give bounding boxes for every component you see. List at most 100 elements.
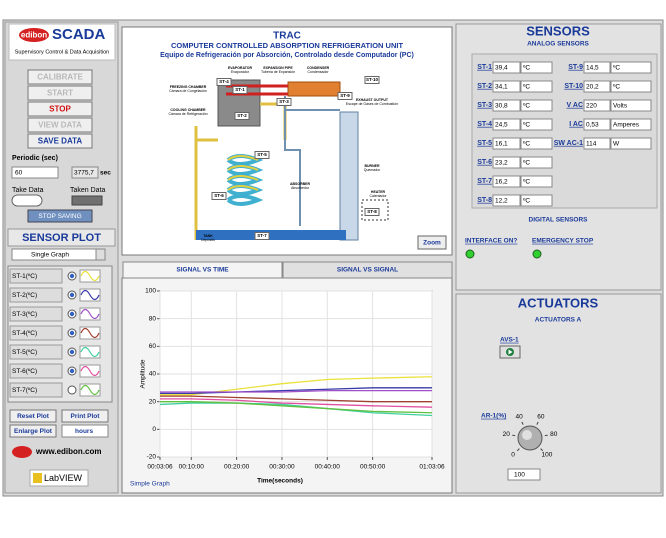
knob-input[interactable] — [507, 468, 541, 481]
sensor-unit: ºC — [523, 103, 530, 110]
sensor-unit-box — [520, 99, 553, 112]
sensor-unit-box — [520, 175, 553, 188]
absorber-coil — [227, 155, 259, 191]
plot-button[interactable] — [9, 424, 57, 438]
component-name: HEATER — [371, 190, 386, 194]
tab[interactable] — [282, 261, 453, 279]
diagram-title: COMPUTER CONTROLLED ABSORPTION REFRIGERA… — [171, 41, 403, 50]
component-name: CONDENSER — [307, 66, 330, 70]
y-axis-label: Amplitude — [140, 359, 147, 388]
y-tick-label: -20 — [147, 454, 157, 461]
control-button[interactable] — [27, 133, 93, 149]
component-name: EVAPORATOR — [228, 66, 253, 70]
labview-label: LabVIEW — [44, 473, 83, 483]
control-button[interactable] — [27, 117, 93, 133]
digital-label: EMERGENCY STOP — [532, 238, 594, 245]
take-data-toggle[interactable] — [11, 194, 43, 207]
series-line — [160, 376, 433, 396]
sensor-tag: ST-2 — [237, 113, 247, 118]
legend-toggle[interactable] — [67, 385, 77, 395]
sensor-value-box — [492, 194, 521, 207]
sensor-unit: ºC — [613, 84, 620, 91]
sensor-label: ST-10 — [564, 83, 583, 90]
tank — [196, 230, 346, 240]
sensor-label: ST-9 — [568, 64, 583, 71]
sensors-title: SENSORS — [526, 23, 590, 38]
sensor-value: 16,2 — [495, 179, 508, 186]
component-name-es: Evaporador — [231, 70, 250, 74]
y-tick-label: 80 — [149, 315, 157, 322]
time-unit-dropdown[interactable] — [61, 424, 109, 438]
y-tick-label: 100 — [145, 288, 156, 295]
sensor-unit-box — [610, 61, 652, 74]
sensor-tag-box — [211, 192, 227, 200]
stop-saving-button[interactable] — [27, 209, 93, 223]
sensor-value-box — [583, 137, 611, 150]
control-button-label: SAVE DATA — [38, 137, 83, 146]
sensor-value-box — [492, 137, 521, 150]
legend-label: ST-3(ºC) — [12, 311, 37, 318]
plot-button-label: Enlarge Plot — [14, 428, 53, 435]
time-unit-value: hours — [75, 428, 93, 435]
sensor-tag: ST-8 — [367, 209, 377, 214]
component-name: FREEZING CHAMBER — [170, 85, 207, 89]
component-name-es: Cámara de Congelación — [169, 89, 207, 93]
valve-label: AVS-1 — [500, 337, 519, 344]
component-name: EXHAUST OUTPUT — [356, 98, 389, 102]
logo-mark — [19, 28, 49, 42]
knob-tick-label: 20 — [503, 431, 511, 438]
legend-label-box — [9, 268, 63, 284]
y-tick-label: 20 — [149, 398, 157, 405]
component-name: COOLING CHAMBER — [170, 108, 206, 112]
component-name-es: Calentador — [369, 194, 387, 198]
knob-tick — [516, 448, 520, 452]
logo-subtitle: Supervisory Control & Data Acquisition — [15, 49, 109, 55]
zoom-button[interactable] — [417, 235, 447, 250]
tab[interactable] — [122, 261, 283, 279]
x-tick-label: 00:03:06 — [147, 464, 173, 471]
diagram-code: TRAC — [273, 31, 301, 42]
sensor-tag: ST-6 — [214, 193, 224, 198]
knob-highlight — [522, 430, 532, 440]
sensor-tag: ST-9 — [340, 93, 350, 98]
control-button[interactable] — [27, 85, 93, 101]
sensor-label: ST-1 — [477, 64, 492, 71]
periodic-input — [11, 166, 59, 179]
component-name: BURNER — [365, 164, 380, 168]
legend-swatch-line — [80, 384, 100, 396]
control-button-label: CALIBRATE — [37, 73, 83, 82]
sensor-tag: ST-5 — [257, 152, 267, 157]
diagram-panel — [121, 26, 453, 256]
plot-button[interactable] — [9, 409, 57, 423]
sensor-label: V AC — [567, 102, 583, 109]
control-button[interactable] — [27, 101, 93, 117]
series-line — [160, 395, 432, 403]
actuators-title: ACTUATORS — [518, 295, 599, 310]
sensor-tag-box — [254, 232, 270, 240]
control-button[interactable] — [27, 69, 93, 85]
knob-label: AR-1(%) — [481, 413, 506, 420]
plot-button[interactable] — [61, 409, 109, 423]
sensor-value: 114 — [586, 141, 597, 148]
legend-toggle-dot — [69, 330, 75, 336]
component-name-es: Depósito — [201, 238, 215, 242]
legend-swatch-line — [80, 365, 100, 377]
dropdown-arrow — [95, 248, 106, 261]
knob-tick-label: 100 — [542, 452, 553, 459]
sensor-label: SW AC-1 — [554, 140, 583, 147]
sensor-plot-title: SENSOR PLOT — [22, 232, 101, 244]
sensor-unit-box — [520, 137, 553, 150]
legend-label-box — [9, 287, 63, 303]
sensor-unit: ºC — [523, 65, 530, 72]
component-name-es: Cámara de Refrigeración — [168, 112, 207, 116]
knob-tick-label: 0 — [511, 452, 515, 459]
sensor-unit: ºC — [523, 179, 530, 186]
digital-led — [465, 249, 475, 259]
sensor-value-box — [492, 80, 521, 93]
component-name: EXPANSION PIPE — [263, 66, 293, 70]
digital-label: INTERFACE ON? — [465, 238, 517, 245]
x-tick-label: 00:20:00 — [224, 464, 250, 471]
sensor-unit-box — [520, 118, 553, 131]
legend-swatch-line — [80, 289, 100, 301]
sensor-label: ST-8 — [477, 197, 492, 204]
